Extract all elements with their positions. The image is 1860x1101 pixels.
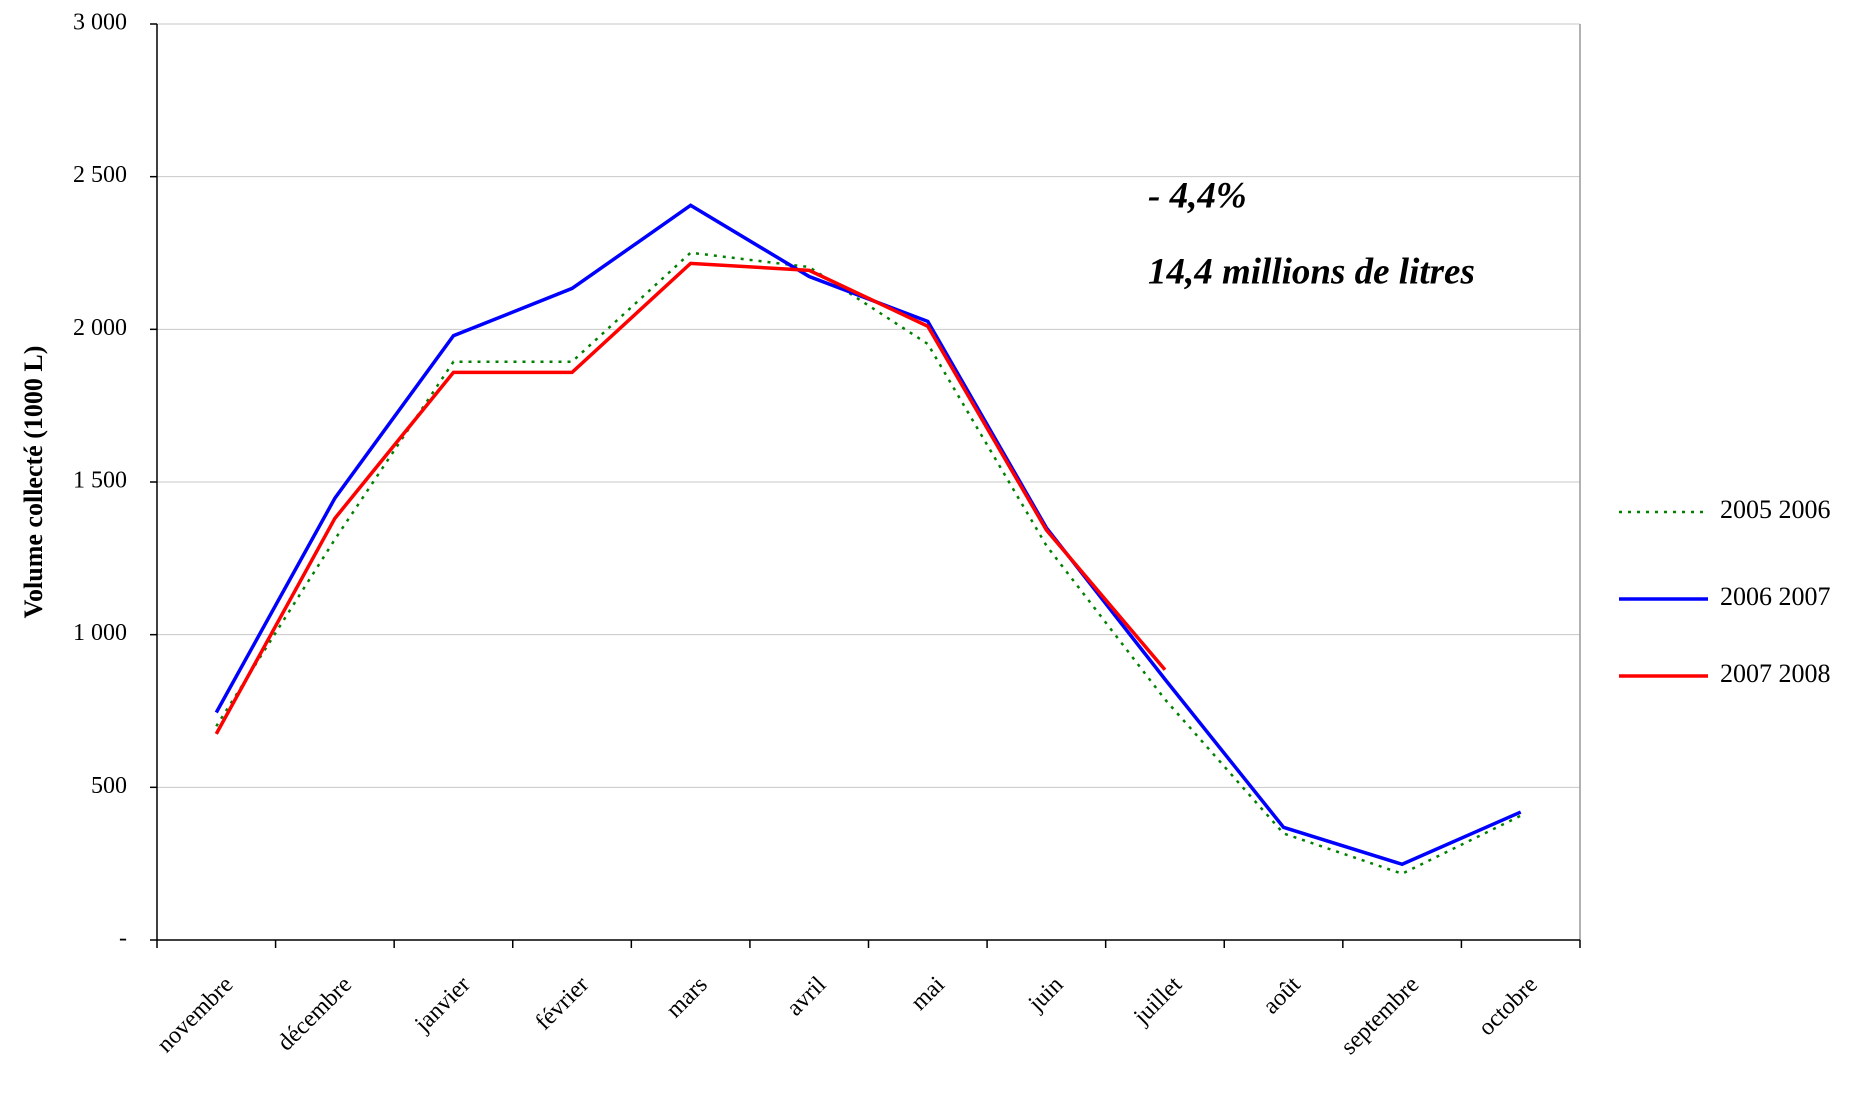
x-tick-label: février [531,972,595,1036]
x-tick-label: avril [782,972,832,1022]
x-tick-label: août [1258,972,1306,1020]
y-tick-label: 1 000 [73,620,127,646]
annotation: 14,4 millions de litres [1148,251,1475,292]
series-line [214,203,1522,867]
x-tick-label: mars [661,972,712,1023]
y-tick-label: - [119,926,127,952]
legend-label: 2005 2006 [1720,495,1831,524]
y-tick-label: 500 [91,773,127,799]
legend-label: 2007 2008 [1720,659,1831,688]
x-tick-label: octobre [1474,972,1543,1041]
x-tick-label: juin [1023,972,1069,1018]
x-tick-label: juillet [1128,972,1187,1031]
y-tick-label: 2 500 [73,162,127,188]
x-tick-label: septembre [1336,972,1424,1060]
annotation: - 4,4% [1148,175,1247,216]
y-axis-label: Volume collecté (1000 L) [19,346,48,619]
x-tick-label: novembre [152,972,238,1058]
series-line [214,261,1167,735]
x-tick-label: mai [906,972,950,1016]
y-tick-label: 1 500 [73,468,127,494]
x-tick-label: décembre [273,972,357,1056]
y-tick-label: 3 000 [73,10,127,36]
y-tick-label: 2 000 [73,315,127,341]
legend-label: 2006 2007 [1720,582,1831,611]
x-tick-label: janvier [409,972,475,1038]
series-line [215,251,1522,876]
